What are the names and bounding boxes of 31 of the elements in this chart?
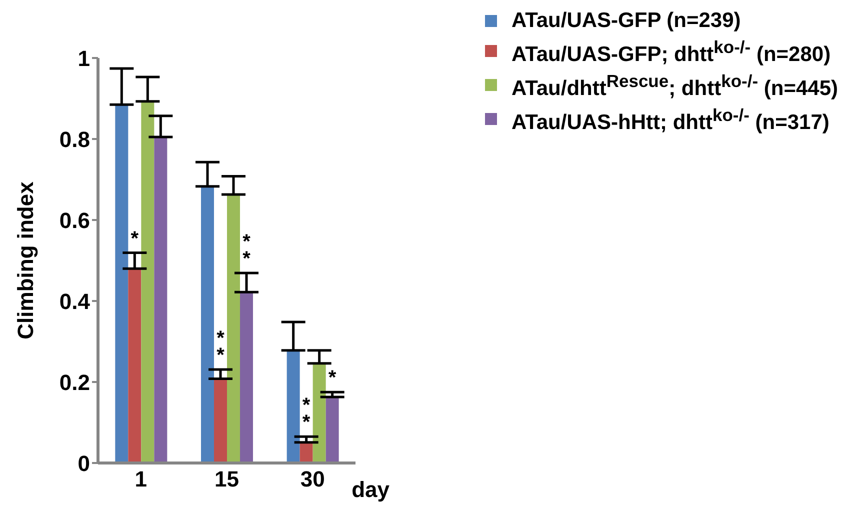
y-axis-title: Climbing index (12, 180, 38, 340)
bar (214, 378, 227, 463)
bar (128, 268, 142, 463)
y-tick-label: 1 (78, 46, 90, 71)
y-tick-label: 0 (78, 450, 90, 476)
data-label: ** (216, 327, 225, 366)
legend-label: ATau/dhtt$^{Rescue}$; dhtt$^{ko-/-}$ (n=445) (511, 70, 838, 102)
data-label: * (328, 367, 336, 390)
bar (226, 194, 240, 463)
bar (141, 101, 154, 463)
x-tick-label: 1 (134, 466, 148, 492)
bar (286, 350, 300, 463)
data-label: ** (302, 394, 310, 434)
data-label: ** (242, 231, 251, 270)
bar (200, 186, 214, 463)
x-axis-title: day (352, 477, 390, 502)
x-tick-label: 15 (214, 466, 239, 492)
legend-label: ATau/UAS-hHtt; dhtt$^{ko-/-}$ (n=317) (511, 104, 830, 136)
y-tick-label: 0.2 (59, 370, 90, 395)
bar (154, 136, 168, 463)
legend-label: ATau/UAS-GFP (n=239) (511, 8, 741, 34)
x-tick-label: 30 (300, 466, 325, 492)
y-tick-label: 0.4 (59, 288, 91, 314)
bar (115, 104, 128, 463)
data-label: * (130, 228, 139, 250)
y-tick-label: 0.6 (59, 208, 90, 233)
bar (240, 292, 253, 463)
y-tick-label: 0.8 (59, 126, 90, 152)
legend-label: ATau/UAS-GFP; dhtt$^{ko-/-}$ (n=280) (511, 36, 831, 68)
bar (312, 363, 326, 463)
bar (326, 396, 339, 463)
